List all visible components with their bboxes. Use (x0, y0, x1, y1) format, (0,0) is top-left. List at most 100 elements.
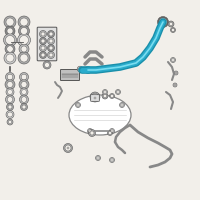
Circle shape (7, 97, 13, 102)
Circle shape (7, 119, 13, 125)
Circle shape (4, 16, 16, 28)
Circle shape (90, 92, 100, 102)
Circle shape (103, 94, 107, 98)
Circle shape (111, 159, 113, 161)
Circle shape (4, 52, 16, 64)
Circle shape (93, 96, 97, 100)
Circle shape (21, 82, 27, 88)
Circle shape (41, 32, 45, 36)
Circle shape (8, 90, 12, 95)
Circle shape (41, 39, 45, 43)
Circle shape (110, 158, 114, 162)
Circle shape (8, 112, 12, 117)
Circle shape (48, 30, 54, 38)
Circle shape (110, 129, 114, 134)
Circle shape (8, 105, 12, 109)
Circle shape (120, 102, 124, 108)
Circle shape (66, 146, 70, 150)
Circle shape (88, 130, 96, 136)
Circle shape (97, 157, 99, 159)
Circle shape (174, 71, 178, 75)
Circle shape (170, 27, 176, 32)
Circle shape (116, 90, 120, 95)
Circle shape (49, 53, 53, 57)
Circle shape (110, 95, 114, 98)
Circle shape (48, 51, 54, 58)
Circle shape (174, 84, 176, 86)
Circle shape (7, 28, 13, 34)
Circle shape (160, 19, 166, 25)
Circle shape (7, 46, 13, 52)
Circle shape (21, 27, 28, 34)
Circle shape (49, 32, 53, 36)
Circle shape (117, 91, 119, 93)
Circle shape (108, 130, 112, 136)
Circle shape (88, 129, 92, 134)
Circle shape (43, 61, 51, 69)
Circle shape (7, 74, 13, 80)
Circle shape (5, 26, 15, 36)
Circle shape (20, 18, 28, 26)
Circle shape (108, 132, 112, 134)
Circle shape (94, 96, 96, 98)
Circle shape (158, 17, 168, 27)
Circle shape (173, 83, 177, 87)
Circle shape (21, 104, 28, 110)
Circle shape (78, 68, 82, 71)
Circle shape (92, 94, 98, 100)
Circle shape (19, 79, 29, 90)
Circle shape (102, 93, 108, 99)
Circle shape (77, 66, 83, 72)
Circle shape (121, 104, 123, 106)
Circle shape (92, 95, 98, 99)
Circle shape (22, 90, 26, 95)
Circle shape (111, 130, 113, 132)
Circle shape (19, 44, 29, 54)
Circle shape (18, 52, 30, 64)
Circle shape (6, 18, 14, 26)
Circle shape (6, 110, 14, 118)
Circle shape (21, 74, 27, 80)
Circle shape (40, 45, 46, 51)
Circle shape (168, 21, 174, 27)
Circle shape (159, 18, 167, 26)
FancyBboxPatch shape (91, 95, 99, 101)
Circle shape (21, 46, 27, 52)
Circle shape (4, 33, 16, 46)
Circle shape (110, 94, 114, 98)
Circle shape (104, 91, 106, 93)
Circle shape (7, 82, 13, 88)
Circle shape (102, 90, 108, 95)
Circle shape (172, 28, 174, 31)
Circle shape (96, 156, 101, 160)
Circle shape (41, 46, 45, 50)
Circle shape (6, 54, 14, 62)
Circle shape (64, 144, 72, 152)
Circle shape (6, 72, 14, 82)
Circle shape (48, 38, 54, 45)
Circle shape (22, 105, 26, 109)
Circle shape (6, 36, 14, 45)
Circle shape (18, 25, 30, 36)
Circle shape (40, 51, 46, 58)
Circle shape (40, 38, 46, 45)
Circle shape (172, 59, 174, 61)
Circle shape (20, 36, 29, 45)
Circle shape (21, 97, 27, 102)
Circle shape (77, 104, 79, 106)
Circle shape (6, 95, 14, 104)
Circle shape (65, 145, 71, 151)
Circle shape (169, 22, 173, 26)
Circle shape (48, 45, 54, 51)
Circle shape (8, 120, 12, 124)
Circle shape (94, 97, 96, 99)
Circle shape (5, 79, 15, 90)
Circle shape (6, 88, 14, 96)
Circle shape (5, 44, 15, 54)
Circle shape (41, 53, 45, 57)
Circle shape (20, 72, 29, 82)
Circle shape (90, 131, 94, 135)
Circle shape (76, 102, 80, 108)
Circle shape (20, 95, 29, 104)
FancyBboxPatch shape (60, 70, 80, 80)
